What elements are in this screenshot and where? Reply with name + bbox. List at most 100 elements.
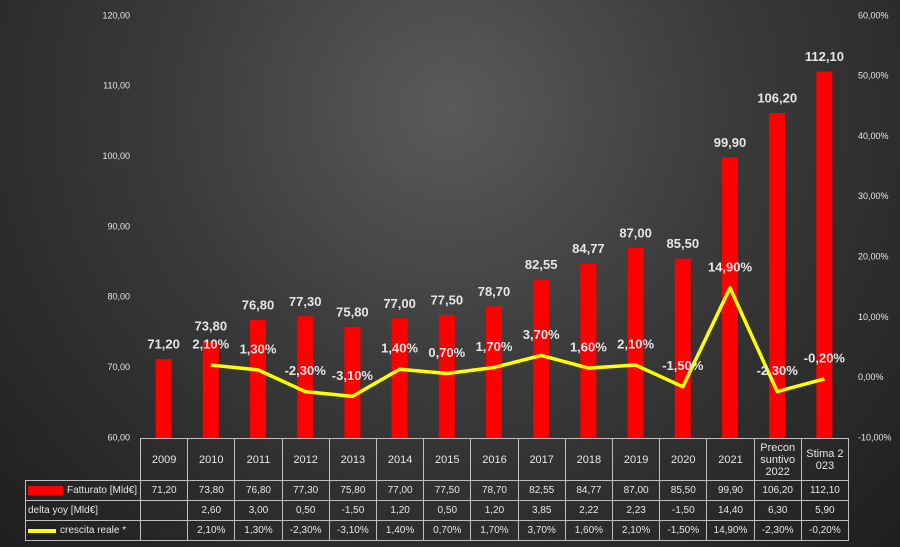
table-cell: 77,30: [281, 480, 330, 501]
bar: [202, 340, 219, 438]
line-value-label: -2,30%: [757, 363, 799, 378]
bar-value-label: 71,20: [147, 337, 180, 352]
legend-label: delta yoy [Mld€]: [28, 504, 99, 516]
table-cell: 78,70: [470, 480, 519, 501]
y-tick-label: 80,00: [107, 292, 130, 302]
category-cell: 2015: [423, 438, 472, 481]
bar-value-label: 87,00: [619, 226, 652, 241]
table-cell: -1,50%: [659, 520, 708, 541]
line-value-label: 0,70%: [428, 345, 465, 360]
line-value-label: 1,40%: [381, 341, 418, 356]
table-cell: 82,55: [517, 480, 566, 501]
bar: [250, 319, 266, 438]
legend-label: Fatturato [Mld€]: [66, 484, 137, 496]
table-cell: 2,10%: [187, 520, 236, 541]
table-cell: 99,90: [706, 480, 755, 501]
table-cell: 0,50: [281, 500, 330, 521]
bar: [438, 314, 455, 438]
bar-value-label: 75,80: [336, 304, 369, 319]
line-value-label: 1,30%: [240, 341, 277, 356]
legend-swatch: [28, 486, 63, 495]
y2-tick-label: 50,00%: [858, 71, 889, 81]
legend-label: crescita reale *: [60, 524, 127, 536]
table-cell: 3,00: [234, 500, 283, 521]
category-cell: 2021: [706, 438, 755, 481]
bar-value-label: 77,30: [289, 294, 322, 309]
bar-value-label: 112,10: [805, 49, 844, 64]
bar: [816, 71, 833, 439]
bar: [627, 248, 644, 438]
table-cell: 14,40: [706, 500, 755, 521]
bar: [391, 318, 408, 438]
y2-tick-label: 30,00%: [858, 191, 889, 201]
table-cell: 2,22: [564, 500, 613, 521]
table-cell: 1,30%: [234, 520, 283, 541]
line-value-label: 14,90%: [708, 259, 753, 274]
category-cell: 2017: [517, 438, 566, 481]
bar-value-label: 82,55: [525, 257, 558, 272]
line-value-label: -2,30%: [285, 363, 327, 378]
y2-tick-label: 0,00%: [858, 372, 884, 382]
table-cell: 106,20: [753, 480, 802, 501]
category-cell: 2016: [470, 438, 519, 481]
category-cell: Stima 2023: [800, 438, 849, 481]
category-cell: Preconsuntivo 2022: [753, 438, 802, 481]
y-tick-label: 100,00: [102, 151, 130, 161]
y-tick-label: 60,00: [107, 432, 130, 442]
y-tick-label: 70,00: [107, 362, 130, 372]
table-cell: 2,60: [187, 500, 236, 521]
table-cell: 84,77: [564, 480, 613, 501]
table-cell: 77,00: [376, 480, 425, 501]
bar: [722, 157, 738, 438]
table-cell: 1,20: [470, 500, 519, 521]
category-cell: 2009: [140, 438, 189, 481]
bar: [486, 306, 502, 438]
y2-tick-label: 60,00%: [858, 10, 889, 20]
bar: [297, 316, 314, 438]
table-cell: [140, 500, 189, 521]
table-cell: [140, 520, 189, 541]
table-cell: -1,50: [328, 500, 377, 521]
category-cell: 2014: [376, 438, 425, 481]
line-value-label: 2,10%: [617, 336, 654, 351]
category-cell: 2012: [281, 438, 330, 481]
table-cell: 2,10%: [612, 520, 661, 541]
line-value-label: 1,70%: [476, 339, 513, 354]
category-cell: 2011: [234, 438, 283, 481]
bar-value-label: 85,50: [667, 236, 700, 251]
legend-entry: Fatturato [Mld€]: [25, 480, 141, 501]
table-cell: 85,50: [659, 480, 708, 501]
table-cell: 71,20: [140, 480, 189, 501]
bar: [674, 258, 691, 438]
legend-entry: crescita reale *: [25, 520, 141, 541]
table-cell: 0,50: [423, 500, 472, 521]
line-value-label: 1,60%: [570, 340, 607, 355]
bar-value-label: 77,50: [431, 292, 464, 307]
table-cell: 5,90: [800, 500, 849, 521]
table-cell: 1,70%: [470, 520, 519, 541]
table-cell: 14,90%: [706, 520, 755, 541]
category-cell: 2018: [564, 438, 613, 481]
bar: [769, 113, 786, 438]
table-cell: -2,30%: [281, 520, 330, 541]
line-value-label: 3,70%: [523, 327, 560, 342]
table-cell: -2,30%: [753, 520, 802, 541]
y-tick-label: 120,00: [102, 10, 130, 20]
table-cell: -1,50: [659, 500, 708, 521]
table-cell: 73,80: [187, 480, 236, 501]
y2-tick-label: 20,00%: [858, 252, 889, 262]
table-cell: 1,60%: [564, 520, 613, 541]
line-value-label: 2,10%: [192, 336, 229, 351]
line: [210, 286, 825, 399]
bar-value-label: 78,70: [478, 284, 511, 299]
table-cell: 112,10: [800, 480, 849, 501]
y2-tick-label: 10,00%: [858, 312, 889, 322]
table-cell: 75,80: [328, 480, 377, 501]
bar-value-label: 77,00: [383, 296, 416, 311]
bar-value-label: 76,80: [242, 297, 275, 312]
table-cell: 1,20: [376, 500, 425, 521]
y2-tick-label: -10,00%: [858, 432, 892, 442]
y2-tick-label: 40,00%: [858, 131, 889, 141]
category-cell: 2010: [187, 438, 236, 481]
